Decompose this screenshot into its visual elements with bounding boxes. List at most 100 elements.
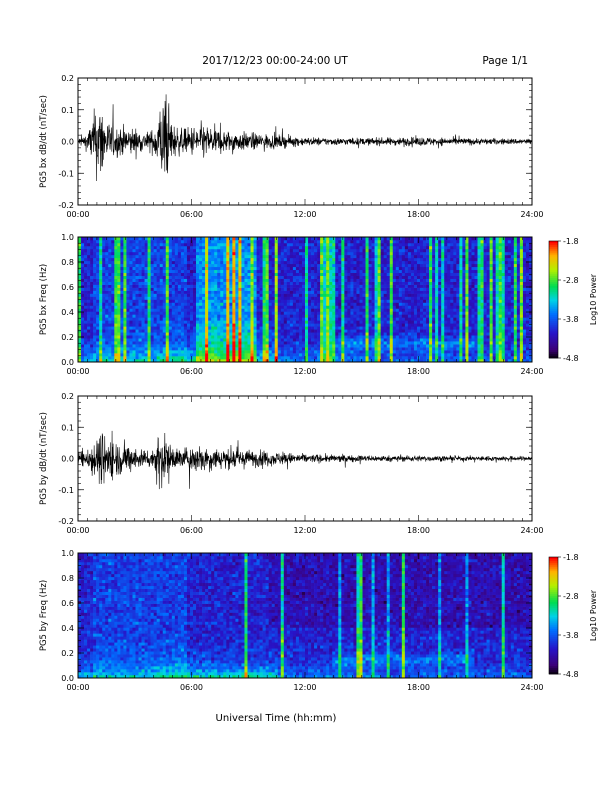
spectrogram-cell — [389, 311, 394, 315]
spectrogram-cell — [320, 296, 324, 300]
spectrogram-cell — [238, 359, 242, 363]
spectrogram-cell — [374, 356, 378, 360]
spectrogram-cell — [286, 269, 291, 274]
spectrogram-cell — [368, 237, 372, 241]
spectrogram-cell — [159, 239, 164, 244]
spectrogram-cell — [317, 260, 321, 265]
spectrogram-cell — [280, 305, 285, 309]
spectrogram-cell — [214, 314, 218, 318]
spectrogram-cell — [308, 317, 312, 321]
spectrogram-cell — [359, 257, 363, 262]
spectrogram-cell — [135, 347, 139, 351]
spectrogram-cell — [153, 290, 157, 294]
spectrogram-cell — [153, 344, 157, 348]
spectrogram-cell — [244, 287, 248, 291]
spectrogram-cell — [311, 293, 315, 297]
spectrogram-cell — [96, 338, 100, 342]
spectrogram-cell — [214, 350, 218, 354]
spectrogram-cell — [320, 320, 324, 324]
spectrogram-cell — [335, 332, 339, 336]
spectrogram-cell — [253, 290, 257, 294]
spectrogram-cell — [386, 353, 391, 357]
spectrogram-cell — [111, 275, 115, 279]
spectrogram-cell — [250, 338, 254, 342]
spectrogram-cell — [117, 290, 121, 294]
spectrogram-cell — [347, 314, 351, 318]
spectrogram-cell — [389, 326, 394, 330]
spectrogram-cell — [114, 305, 118, 309]
spectrogram-cell — [407, 335, 412, 339]
spectrogram-cell — [108, 296, 112, 300]
spectrogram-cell — [268, 257, 273, 262]
spectrogram-cell — [226, 237, 230, 241]
spectrogram-cell — [238, 338, 242, 342]
spectrogram-cell — [335, 359, 339, 363]
spectrogram-cell — [138, 311, 142, 315]
spectrogram-cell — [111, 290, 115, 294]
spectrogram-cell — [171, 335, 176, 339]
spectrogram-cell — [420, 305, 424, 309]
spectrogram-cell — [238, 248, 242, 253]
spectrogram-cell — [365, 335, 369, 339]
spectrogram-cell — [271, 341, 276, 345]
spectrogram-cell — [229, 257, 233, 262]
spectrogram-cell — [413, 237, 418, 241]
spectrogram-cell — [268, 299, 273, 303]
spectrogram-cell — [205, 332, 209, 336]
spectrogram-cell — [162, 287, 167, 291]
spectrogram-cell — [356, 344, 360, 348]
spectrogram-cell — [141, 338, 145, 342]
spectrogram-cell — [186, 323, 191, 327]
spectrogram-cell — [295, 257, 300, 262]
spectrogram-cell — [353, 320, 357, 324]
spectrogram-cell — [117, 269, 121, 274]
spectrogram-cell — [247, 326, 251, 330]
spectrogram-cell — [78, 290, 82, 294]
spectrogram-cell — [90, 296, 94, 300]
spectrogram-cell — [223, 314, 227, 318]
spectrogram-cell — [90, 347, 94, 351]
spectrogram-cell — [93, 263, 97, 268]
spectrogram-cell — [295, 359, 300, 363]
spectrogram-cell — [413, 251, 418, 256]
spectrogram-cell — [341, 239, 345, 244]
spectrogram-cell — [277, 266, 282, 271]
spectrogram-cell — [377, 269, 381, 274]
spectrogram-cell — [123, 293, 127, 297]
spectrogram-cell — [383, 308, 388, 312]
spectrogram-cell — [174, 237, 179, 241]
spectrogram-cell — [87, 263, 91, 268]
spectrogram-cell — [223, 269, 227, 274]
spectrogram-cell — [323, 275, 327, 279]
spectrogram-cell — [420, 296, 424, 300]
spectrogram-cell — [129, 263, 133, 268]
spectrogram-cell — [289, 248, 294, 253]
spectrogram-cell — [377, 347, 381, 351]
spectrogram-cell — [193, 287, 197, 291]
spectrogram-cell — [105, 237, 109, 241]
spectrogram-cell — [84, 356, 88, 360]
spectrogram-cell — [250, 266, 254, 271]
spectrogram-cell — [244, 263, 248, 268]
spectrogram-cell — [168, 296, 173, 300]
spectrogram-cell — [368, 293, 372, 297]
spectrogram-cell — [183, 266, 188, 271]
spectrogram-cell — [338, 263, 342, 268]
spectrogram-cell — [150, 323, 154, 327]
spectrogram-cell — [93, 344, 97, 348]
spectrogram-cell — [286, 335, 291, 339]
spectrogram-cell — [398, 245, 403, 250]
spectrogram-cell — [202, 290, 206, 294]
spectrogram-cell — [238, 353, 242, 357]
spectrogram-cell — [114, 344, 118, 348]
spectrogram-cell — [211, 326, 215, 330]
spectrogram-cell — [326, 281, 330, 285]
spectrogram-cell — [244, 356, 248, 360]
spectrogram-cell — [389, 248, 394, 253]
spectrogram-cell — [78, 302, 82, 306]
spectrogram-cell — [347, 260, 351, 265]
spectrogram-cell — [177, 344, 182, 348]
spectrogram-cell — [114, 302, 118, 306]
spectrogram-cell — [329, 237, 333, 241]
spectrogram-cell — [238, 299, 242, 303]
